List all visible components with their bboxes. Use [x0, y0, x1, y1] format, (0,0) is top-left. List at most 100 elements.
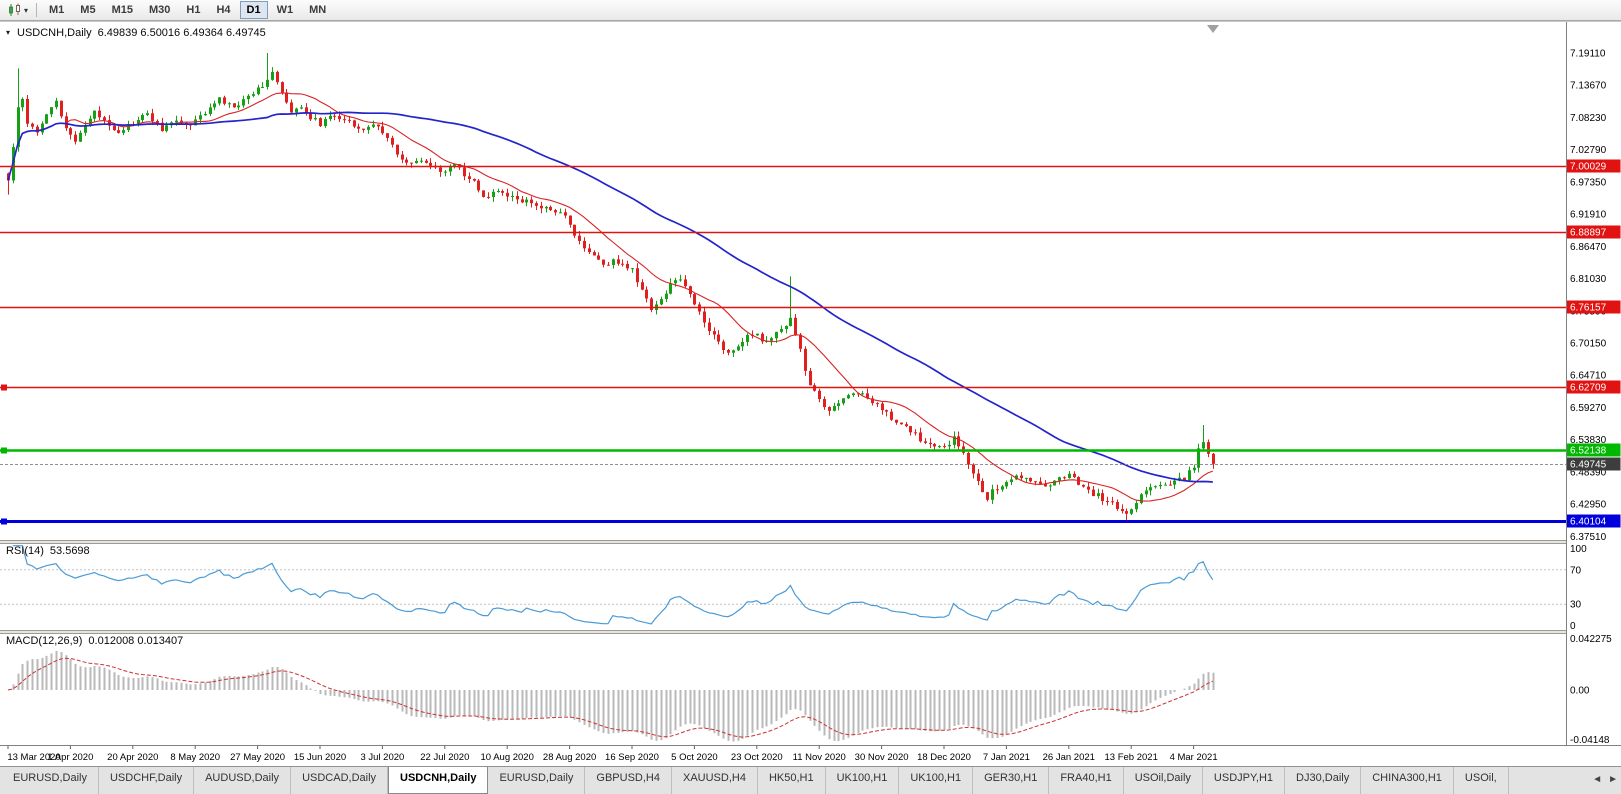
- svg-text:15 Jun 2020: 15 Jun 2020: [294, 752, 346, 763]
- chart-canvas[interactable]: 7.19110 7.13670 7.08230 7.02790 6.97350 6.919…: [0, 21, 1621, 766]
- svg-text:22 Jul 2020: 22 Jul 2020: [420, 752, 469, 763]
- price-badge-level: [1566, 443, 1621, 457]
- price-badge-level: [1566, 300, 1621, 314]
- svg-text:6.76157: 6.76157: [1570, 303, 1607, 314]
- chart-tab-fra40-h1[interactable]: FRA40,H1: [1049, 767, 1124, 794]
- chart-tab-gbpusd-h4[interactable]: GBPUSD,H4: [585, 767, 672, 794]
- svg-text:30: 30: [1570, 600, 1582, 611]
- timeframe-toolbar: ▾ M1 M5 M15 M30 H1 H4 D1 W1 MN: [0, 0, 1621, 21]
- timeframe-button-w1[interactable]: W1: [276, 4, 294, 16]
- macd-label: MACD(12,26,9) 0.012008 0.013407: [6, 635, 183, 647]
- chart-tab-usdcnh-daily[interactable]: USDCNH,Daily: [388, 767, 489, 794]
- quote-panel-toggle-icon[interactable]: ▾: [6, 28, 11, 37]
- timeframe-button-mn[interactable]: MN: [309, 4, 327, 16]
- chart-tab-usdjpy-h1[interactable]: USDJPY,H1: [1203, 767, 1286, 794]
- svg-text:6.53830: 6.53830: [1570, 435, 1607, 446]
- chart-type-dropdown-caret-icon: ▾: [24, 5, 29, 15]
- price-badge-current: [1566, 457, 1621, 471]
- svg-text:16 Sep 2020: 16 Sep 2020: [605, 752, 659, 763]
- rsi-line: [12, 545, 1214, 625]
- svg-text:6.70150: 6.70150: [1570, 339, 1607, 350]
- timeframe-button-h4[interactable]: H4: [216, 4, 231, 16]
- svg-text:6.88897: 6.88897: [1570, 228, 1607, 239]
- chart-type-control[interactable]: ▾: [4, 3, 31, 17]
- price-badge-level: [1566, 380, 1621, 394]
- price-badge-level: [1566, 159, 1621, 173]
- chart-tab-usoil-daily[interactable]: USOil,Daily: [1124, 767, 1203, 794]
- svg-text:7.02790: 7.02790: [1570, 145, 1607, 156]
- svg-text:20 Apr 2020: 20 Apr 2020: [107, 752, 158, 763]
- macd-values: 0.012008 0.013407: [88, 635, 184, 647]
- chart-tab-usdchf-daily[interactable]: USDCHF,Daily: [99, 767, 195, 794]
- svg-text:0.042275: 0.042275: [1570, 634, 1612, 645]
- svg-text:6.37510: 6.37510: [1570, 532, 1607, 543]
- chart-tab-usdcad-daily[interactable]: USDCAD,Daily: [291, 767, 389, 794]
- candles-layer: [7, 53, 1215, 523]
- line-handle-6.62709[interactable]: [1, 384, 7, 391]
- svg-text:28 Aug 2020: 28 Aug 2020: [543, 752, 596, 763]
- chart-tabs: EURUSD,Daily USDCHF,Daily AUDUSD,Daily USDC…: [0, 767, 1581, 794]
- svg-text:23 Oct 2020: 23 Oct 2020: [731, 752, 783, 763]
- price-axis: 7.19110 7.13670 7.08230 7.02790 6.97350 6.919…: [1566, 21, 1621, 746]
- macd-signal-line: [7, 657, 1214, 738]
- tabs-scroll-right-icon[interactable]: ►: [1608, 774, 1618, 785]
- svg-text:6.52138: 6.52138: [1570, 446, 1607, 457]
- svg-text:7.13670: 7.13670: [1570, 81, 1607, 92]
- tab-scroll-controls: ◄ ►: [1592, 774, 1618, 786]
- timeframe-button-d1[interactable]: D1: [239, 1, 268, 19]
- svg-text:13 Feb 2021: 13 Feb 2021: [1105, 752, 1158, 763]
- chart-background: [0, 21, 1621, 766]
- svg-text:11 Nov 2020: 11 Nov 2020: [793, 752, 846, 763]
- chart-tab-audusd-daily[interactable]: AUDUSD,Daily: [194, 767, 292, 794]
- svg-text:6.59270: 6.59270: [1570, 403, 1607, 414]
- svg-text:18 Dec 2020: 18 Dec 2020: [917, 752, 971, 763]
- chart-tab-dj30-daily[interactable]: DJ30,Daily: [1285, 767, 1362, 794]
- rsi-name: RSI(14): [6, 545, 44, 557]
- chart-tab-ger30-h1[interactable]: GER30,H1: [973, 767, 1050, 794]
- macd-histogram: [12, 650, 1215, 742]
- timeframe-button-m15[interactable]: M15: [111, 4, 133, 16]
- chart-shift-marker-icon[interactable]: [1207, 25, 1219, 33]
- chart-tab-eurusd-daily[interactable]: EURUSD,Daily: [2, 767, 99, 794]
- chart-tab-uk100-h1[interactable]: UK100,H1: [899, 767, 974, 794]
- svg-text:6.40104: 6.40104: [1570, 517, 1607, 528]
- chart-tab-usoil-[interactable]: USOil,: [1454, 767, 1509, 794]
- chart-area: 7.19110 7.13670 7.08230 7.02790 6.97350 6.919…: [0, 21, 1621, 766]
- svg-text:7.08230: 7.08230: [1570, 113, 1607, 124]
- svg-text:7.19110: 7.19110: [1570, 48, 1606, 59]
- timeframe-button-m1[interactable]: M1: [49, 4, 65, 16]
- timeframe-button-h1[interactable]: H1: [186, 4, 201, 16]
- chart-tab-uk100-h1[interactable]: UK100,H1: [826, 767, 900, 794]
- chart-tab-xauusd-h4[interactable]: XAUUSD,H4: [672, 767, 758, 794]
- svg-text:10 Aug 2020: 10 Aug 2020: [481, 752, 534, 763]
- line-handle-6.52138[interactable]: [1, 447, 7, 454]
- line-handle-6.40104[interactable]: [1, 518, 7, 525]
- svg-text:6.48390: 6.48390: [1570, 467, 1607, 478]
- tabs-scroll-left-icon[interactable]: ◄: [1592, 774, 1603, 785]
- macd-name: MACD(12,26,9): [6, 635, 83, 647]
- svg-text:6.64710: 6.64710: [1570, 371, 1607, 382]
- svg-text:6.91910: 6.91910: [1570, 210, 1607, 221]
- chart-tab-hk50-h1[interactable]: HK50,H1: [758, 767, 826, 794]
- svg-text:70: 70: [1570, 565, 1582, 576]
- candlestick-chart-icon: [9, 3, 20, 16]
- price-badge-level: [1566, 514, 1621, 528]
- ma-slow-line[interactable]: [7, 111, 1213, 483]
- svg-text:7 Jan 2021: 7 Jan 2021: [983, 752, 1030, 763]
- timeframe-button-m30[interactable]: M30: [148, 4, 171, 16]
- svg-text:27 May 2020: 27 May 2020: [230, 752, 285, 763]
- svg-text:100: 100: [1570, 544, 1587, 555]
- timeframe-button-m5[interactable]: M5: [80, 4, 96, 16]
- svg-text:30 Nov 2020: 30 Nov 2020: [855, 752, 909, 763]
- rsi-label: RSI(14) 53.5698: [6, 545, 90, 557]
- symbol-timeframe-label: USDCNH,Daily: [17, 27, 92, 39]
- ohlc-values: 6.49839 6.50016 6.49364 6.49745: [97, 27, 266, 39]
- svg-text:5 Oct 2020: 5 Oct 2020: [671, 752, 717, 763]
- chart-tab-eurusd-daily[interactable]: EURUSD,Daily: [488, 767, 586, 794]
- ma-fast-line[interactable]: [7, 92, 1213, 502]
- toolbar-separator: [36, 3, 38, 17]
- chart-tab-china300-h1[interactable]: CHINA300,H1: [1361, 767, 1454, 794]
- svg-text:7.00029: 7.00029: [1570, 162, 1607, 173]
